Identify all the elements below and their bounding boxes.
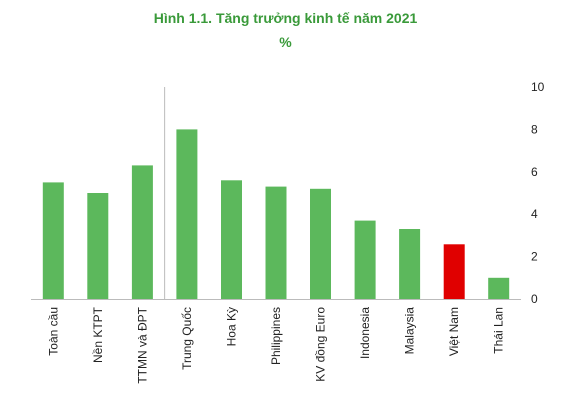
axes-group — [31, 87, 521, 300]
bar — [176, 129, 198, 299]
x-tick-label: TTMN và ĐPT — [135, 306, 149, 383]
bar — [399, 229, 421, 299]
bar — [443, 244, 465, 299]
chart-unit: % — [279, 34, 292, 50]
x-tick-label: Indonesia — [358, 307, 372, 359]
bar — [488, 277, 510, 299]
x-tick-label: Toàn cầu — [46, 307, 60, 356]
x-tick-label: Nền KTPT — [91, 306, 105, 363]
y-tick-label: 4 — [531, 207, 538, 221]
x-tick-label: KV đồng Euro — [314, 307, 328, 382]
y-tick-label: 0 — [531, 292, 538, 306]
bar — [265, 186, 287, 299]
y-tick-label: 2 — [531, 250, 538, 264]
x-tick-label: Thái Lan — [492, 307, 506, 354]
x-tick-label: Hoa Kỳ — [225, 307, 239, 346]
chart-header: Hình 1.1. Tăng trưởng kinh tế năm 2021 % — [0, 9, 571, 51]
y-tick-label: 8 — [531, 122, 538, 136]
y-tick-label: 10 — [531, 80, 545, 94]
x-tick-labels: Toàn cầu Nền KTPT TTMN và ĐPT Trung Quốc Hoa… — [46, 306, 505, 383]
bar — [310, 188, 331, 299]
x-tick-label: Philippines — [269, 307, 283, 365]
x-tick-label: Malaysia — [403, 307, 417, 355]
x-tick-label: Việt Nam — [447, 307, 461, 356]
bar — [87, 193, 109, 299]
bar — [42, 182, 64, 299]
bar — [131, 165, 153, 299]
bar — [354, 220, 376, 299]
bars-group — [42, 129, 510, 299]
y-tick-label: 6 — [531, 165, 538, 179]
x-tick-label: Trung Quốc — [180, 307, 194, 370]
chart-title: Hình 1.1. Tăng trưởng kinh tế năm 2021 — [153, 10, 418, 26]
bar — [221, 180, 242, 299]
y-tick-labels: 0 2 4 6 8 10 — [531, 80, 545, 306]
